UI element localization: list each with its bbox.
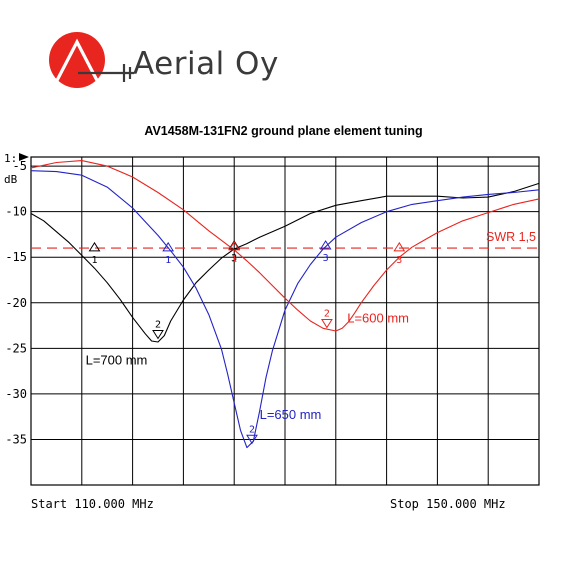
series-annotation: L=700 mm	[86, 352, 148, 367]
marker-triangle-down	[152, 329, 164, 340]
swr-chart: -5-10-15-20-25-30-351:dB SWR 1,5 1231231…	[4, 152, 540, 486]
channel-label: 1:	[4, 152, 17, 165]
marker-label: 2	[155, 319, 161, 330]
marker-label: 3	[396, 255, 402, 266]
reference-line-group: SWR 1,5	[31, 230, 539, 249]
logo-wordmark: Aerial Oy	[133, 46, 279, 82]
x-start-label: Start 110.000 MHz	[31, 497, 154, 511]
marker-label: 1	[231, 254, 237, 265]
marker-label: 2	[324, 309, 330, 320]
logo-icon	[49, 32, 134, 91]
series-line-3	[30, 160, 540, 332]
series-line-1	[30, 182, 540, 343]
marker-triangle-down	[321, 319, 333, 329]
y-tick-label: -15	[5, 250, 27, 264]
series-annotation: L=600 mm	[347, 310, 409, 325]
chart-title: AV1458M-131FN2 ground plane element tuni…	[144, 124, 423, 138]
y-tick-label: -35	[5, 432, 27, 446]
marker-triangle-down	[246, 434, 258, 445]
marker-triangle-up	[319, 240, 332, 250]
aerial-oy-logo	[40, 30, 300, 105]
marker-triangle-up	[393, 241, 406, 252]
y-tick-label: -10	[5, 205, 27, 219]
chart-axes: -5 -10 -15 -20 -25 -30 -35 1: dB	[4, 152, 540, 486]
marker-triangle-up	[228, 240, 241, 251]
plot-frame	[30, 156, 540, 486]
reference-pointer-icon	[19, 153, 29, 161]
x-stop-label: Stop 150.000 MHz	[390, 497, 506, 511]
y-tick-label: -20	[5, 296, 27, 310]
marker-label: 3	[231, 253, 237, 264]
y-unit-label: dB	[4, 173, 18, 186]
marker-triangle-up	[88, 241, 101, 252]
marker-triangle-up	[162, 241, 175, 252]
annotation-group: L=700 mm L=650 mm L=600 mm	[86, 310, 409, 422]
marker-label: 1	[91, 255, 97, 266]
y-tick-label: -25	[5, 341, 27, 355]
marker-label: 2	[249, 424, 255, 435]
marker-label: 3	[323, 253, 329, 264]
chart-grid	[31, 157, 539, 485]
swr-reference-label: SWR 1,5	[486, 230, 536, 244]
series-annotation: L=650 mm	[260, 407, 322, 422]
y-tick-label: -30	[5, 387, 27, 401]
marker-label: 1	[165, 255, 171, 266]
y-tick-label: -5	[13, 159, 27, 173]
